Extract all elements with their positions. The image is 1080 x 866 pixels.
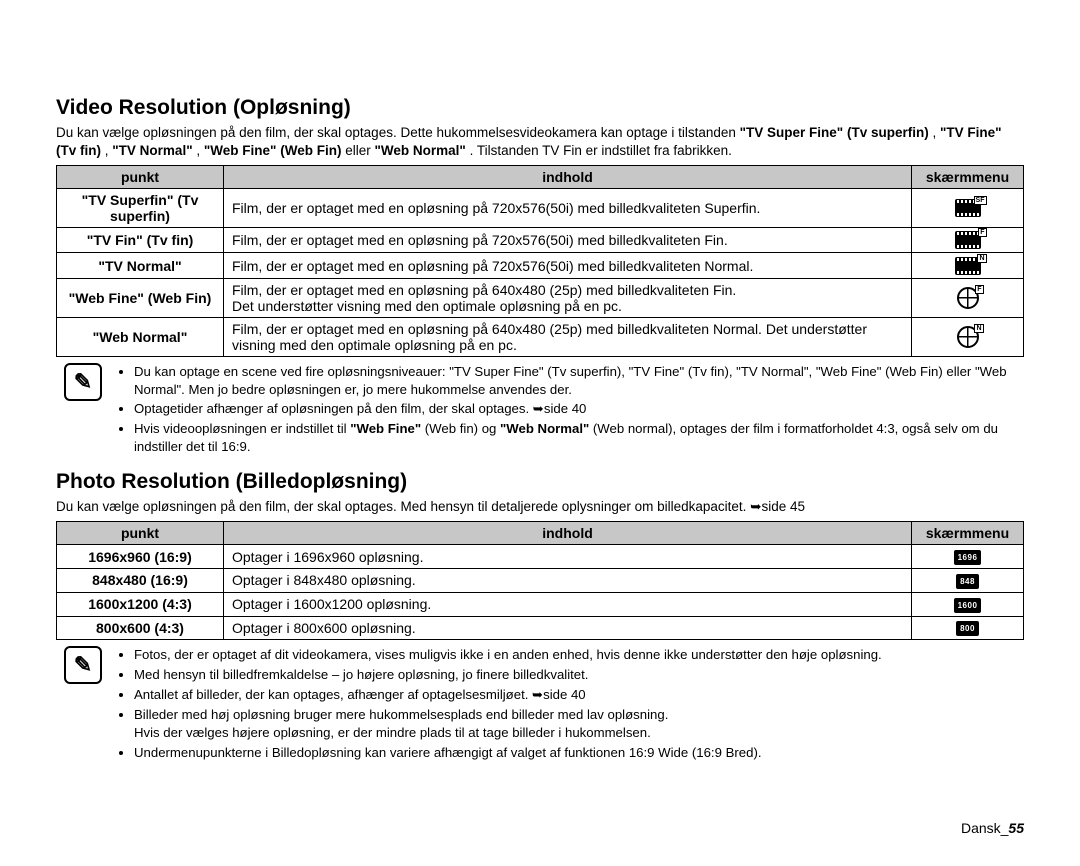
video-row-label: "Web Normal"	[57, 317, 224, 356]
video-row-icon: N	[912, 317, 1024, 356]
video-row-label: "TV Superfin" (Tv superfin)	[57, 189, 224, 228]
photo-notes-block: ✎ Fotos, der er optaget af dit videokame…	[56, 646, 1024, 763]
video-th-skaermmenu: skærmmenu	[912, 166, 1024, 189]
video-intro-part: "TV Super Fine" (Tv superfin)	[740, 125, 929, 140]
web-icon: N	[957, 326, 979, 348]
photo-th-skaermmenu: skærmmenu	[912, 522, 1024, 545]
video-notes-block: ✎ Du kan optage en scene ved fire opløsn…	[56, 363, 1024, 458]
video-intro-part: "TV Normal"	[112, 143, 192, 158]
photo-note-item: Billeder med høj opløsning bruger mere h…	[134, 706, 882, 742]
video-intro-part: Du kan vælge opløsningen på den film, de…	[56, 125, 740, 140]
photo-row-desc: Optager i 848x480 opløsning.	[224, 569, 912, 593]
video-row: "TV Normal"Film, der er optaget med en o…	[57, 253, 1024, 278]
photo-row-icon: 800	[912, 616, 1024, 640]
resolution-icon: 1696	[954, 550, 982, 565]
photo-row: 848x480 (16:9)Optager i 848x480 opløsnin…	[57, 569, 1024, 593]
video-table: punkt indhold skærmmenu "TV Superfin" (T…	[56, 165, 1024, 357]
film-icon: SF	[955, 199, 981, 217]
video-note-item: Du kan optage en scene ved fire opløsnin…	[134, 363, 1024, 399]
resolution-icon: 848	[956, 574, 979, 589]
video-row-icon: F	[912, 278, 1024, 317]
video-row-label: "TV Fin" (Tv fin)	[57, 228, 224, 253]
video-row: "Web Normal"Film, der er optaget med en …	[57, 317, 1024, 356]
photo-note-item: Undermenupunkterne i Billedopløsning kan…	[134, 744, 882, 762]
footer-page: 55	[1008, 820, 1024, 836]
video-intro: Du kan vælge opløsningen på den film, de…	[56, 124, 1024, 159]
resolution-icon: 800	[956, 621, 979, 636]
film-icon: F	[955, 231, 981, 249]
note-icon: ✎	[64, 363, 102, 401]
footer-lang: Dansk_	[961, 820, 1008, 836]
video-note-item: Hvis videoopløsningen er indstillet til …	[134, 420, 1024, 456]
photo-row-desc: Optager i 800x600 opløsning.	[224, 616, 912, 640]
video-intro-part: "Web Fine" (Web Fin)	[204, 143, 342, 158]
photo-row-label: 800x600 (4:3)	[57, 616, 224, 640]
photo-row-label: 1600x1200 (4:3)	[57, 592, 224, 616]
video-row-icon: N	[912, 253, 1024, 278]
video-row-desc: Film, der er optaget med en opløsning på…	[224, 253, 912, 278]
video-row-desc: Film, der er optaget med en opløsning på…	[224, 228, 912, 253]
photo-th-indhold: indhold	[224, 522, 912, 545]
video-row-desc: Film, der er optaget med en opløsning på…	[224, 189, 912, 228]
photo-intro: Du kan vælge opløsningen på den film, de…	[56, 498, 1024, 516]
video-intro-part: eller	[345, 143, 374, 158]
resolution-icon: 1600	[954, 598, 982, 613]
video-th-indhold: indhold	[224, 166, 912, 189]
photo-row: 800x600 (4:3)Optager i 800x600 opløsning…	[57, 616, 1024, 640]
video-row-icon: F	[912, 228, 1024, 253]
video-row-label: "Web Fine" (Web Fin)	[57, 278, 224, 317]
photo-notes: Fotos, der er optaget af dit videokamera…	[114, 646, 882, 763]
photo-title: Photo Resolution (Billedopløsning)	[56, 470, 1024, 494]
photo-row-label: 1696x960 (16:9)	[57, 545, 224, 569]
photo-note-item: Antallet af billeder, der kan optages, a…	[134, 686, 882, 704]
video-row-icon: SF	[912, 189, 1024, 228]
video-row-desc: Film, der er optaget med en opløsning på…	[224, 317, 912, 356]
photo-row-icon: 1600	[912, 592, 1024, 616]
video-row-label: "TV Normal"	[57, 253, 224, 278]
video-row: "TV Fin" (Tv fin)Film, der er optaget me…	[57, 228, 1024, 253]
photo-note-item: Med hensyn til billedfremkaldelse – jo h…	[134, 666, 882, 684]
video-title: Video Resolution (Opløsning)	[56, 96, 1024, 120]
photo-th-punkt: punkt	[57, 522, 224, 545]
photo-row-label: 848x480 (16:9)	[57, 569, 224, 593]
video-intro-part: . Tilstanden TV Fin er indstillet fra fa…	[470, 143, 732, 158]
photo-table: punkt indhold skærmmenu 1696x960 (16:9)O…	[56, 521, 1024, 640]
video-intro-part: "Web Normal"	[374, 143, 465, 158]
photo-row: 1600x1200 (4:3)Optager i 1600x1200 opløs…	[57, 592, 1024, 616]
photo-row-icon: 848	[912, 569, 1024, 593]
video-note-item: Optagetider afhænger af opløsningen på d…	[134, 400, 1024, 418]
photo-note-item: Fotos, der er optaget af dit videokamera…	[134, 646, 882, 664]
video-row: "TV Superfin" (Tv superfin)Film, der er …	[57, 189, 1024, 228]
video-row: "Web Fine" (Web Fin)Film, der er optaget…	[57, 278, 1024, 317]
video-th-punkt: punkt	[57, 166, 224, 189]
photo-row: 1696x960 (16:9)Optager i 1696x960 opløsn…	[57, 545, 1024, 569]
photo-row-desc: Optager i 1696x960 opløsning.	[224, 545, 912, 569]
video-row-desc: Film, der er optaget med en opløsning på…	[224, 278, 912, 317]
photo-row-desc: Optager i 1600x1200 opløsning.	[224, 592, 912, 616]
video-notes: Du kan optage en scene ved fire opløsnin…	[114, 363, 1024, 458]
photo-row-icon: 1696	[912, 545, 1024, 569]
web-icon: F	[957, 287, 979, 309]
video-intro-part: ,	[196, 143, 204, 158]
film-icon: N	[955, 257, 981, 275]
video-intro-part: ,	[932, 125, 940, 140]
note-icon: ✎	[64, 646, 102, 684]
page-footer: Dansk_55	[961, 820, 1024, 836]
